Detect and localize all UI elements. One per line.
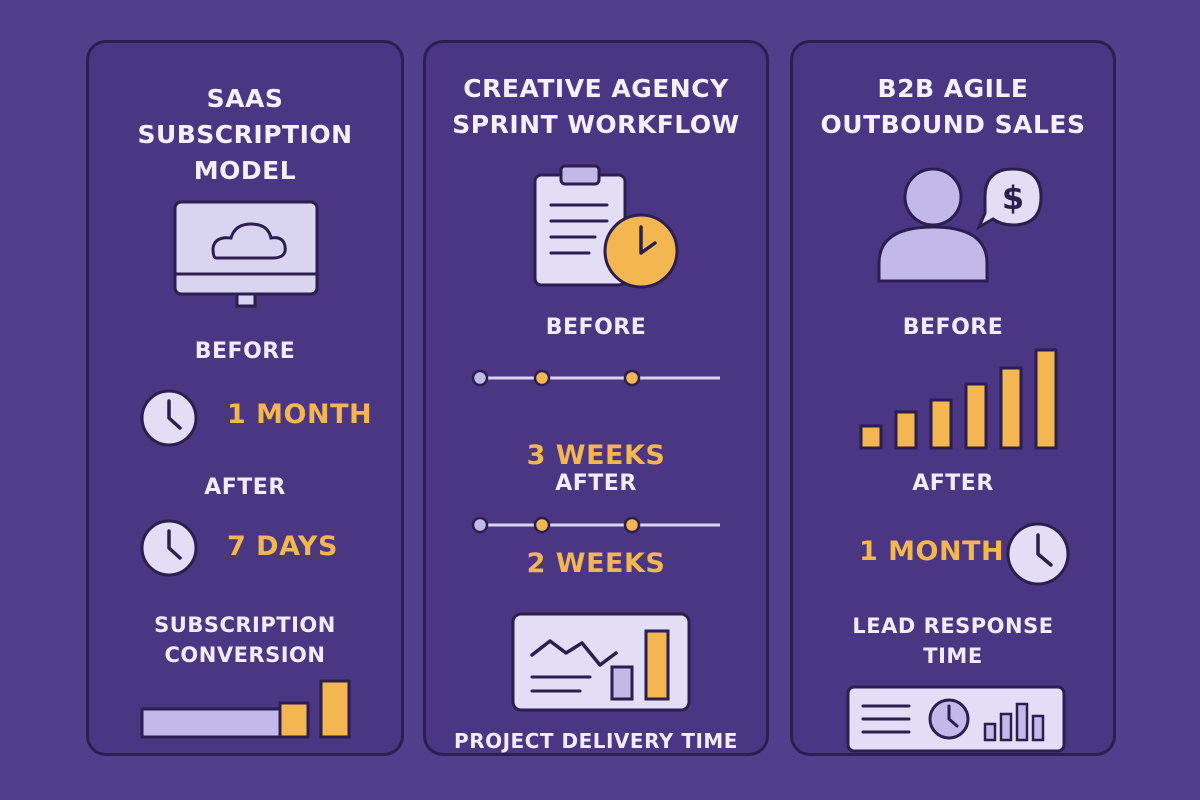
panel-caption: SUBSCRIPTION CONVERSION [89,610,401,670]
growth-bar-icon [859,348,1058,450]
dashboard-icon [846,685,1066,753]
title-line: OUTBOUND SALES [820,110,1086,139]
salesperson-dollar-icon: $ [877,167,1043,283]
after-value: 2 WEEKS [526,548,666,579]
delivery-chart-icon [511,612,691,712]
after-value: 1 MONTH [859,536,1005,567]
before-value: 1 MONTH [227,399,373,430]
saas-panel: SAAS SUBSCRIPTION MODEL BEFORE 1 MONTH A… [86,40,404,756]
conversion-bar-icon [140,679,351,739]
panel-title: B2B AGILE OUTBOUND SALES [793,71,1113,143]
agency-panel: CREATIVE AGENCY SPRINT WORKFLOW BEFORE 3… [423,40,769,756]
timeline-icon [471,369,720,387]
clock-icon [1006,522,1070,586]
clock-icon [140,389,198,447]
before-label: BEFORE [194,339,296,364]
panel-caption: LEAD RESPONSE TIME [793,611,1113,671]
panel-caption: PROJECT DELIVERY TIME [426,726,766,756]
caption-line: SUBSCRIPTION [154,613,336,637]
b2b-panel: B2B AGILE OUTBOUND SALES $ BEFORE AFTER … [790,40,1116,756]
before-label: BEFORE [902,315,1004,340]
before-value: 3 WEEKS [526,440,666,471]
caption-line: CONVERSION [164,643,326,667]
clock-icon [140,519,198,577]
timeline-icon [471,516,720,534]
caption-line: TIME [923,644,983,668]
panel-title: CREATIVE AGENCY SPRINT WORKFLOW [426,71,766,143]
title-line: SUBSCRIPTION [137,120,353,149]
clipboard-clock-icon [533,164,679,289]
dollar-sign-icon: $ [1002,179,1024,217]
after-label: AFTER [912,471,994,496]
after-label: AFTER [555,471,637,496]
title-line: MODEL [193,156,297,185]
after-value: 7 DAYS [227,531,338,562]
after-label: AFTER [204,475,286,500]
caption-line: PROJECT DELIVERY TIME [454,729,738,753]
title-line: B2B AGILE [877,74,1029,103]
cloud-monitor-icon [173,200,319,308]
panel-title: SAAS SUBSCRIPTION MODEL [89,81,401,189]
before-label: BEFORE [545,315,647,340]
title-line: CREATIVE AGENCY [463,74,729,103]
caption-line: LEAD RESPONSE [852,614,1054,638]
title-line: SAAS [206,84,284,113]
title-line: SPRINT WORKFLOW [452,110,740,139]
